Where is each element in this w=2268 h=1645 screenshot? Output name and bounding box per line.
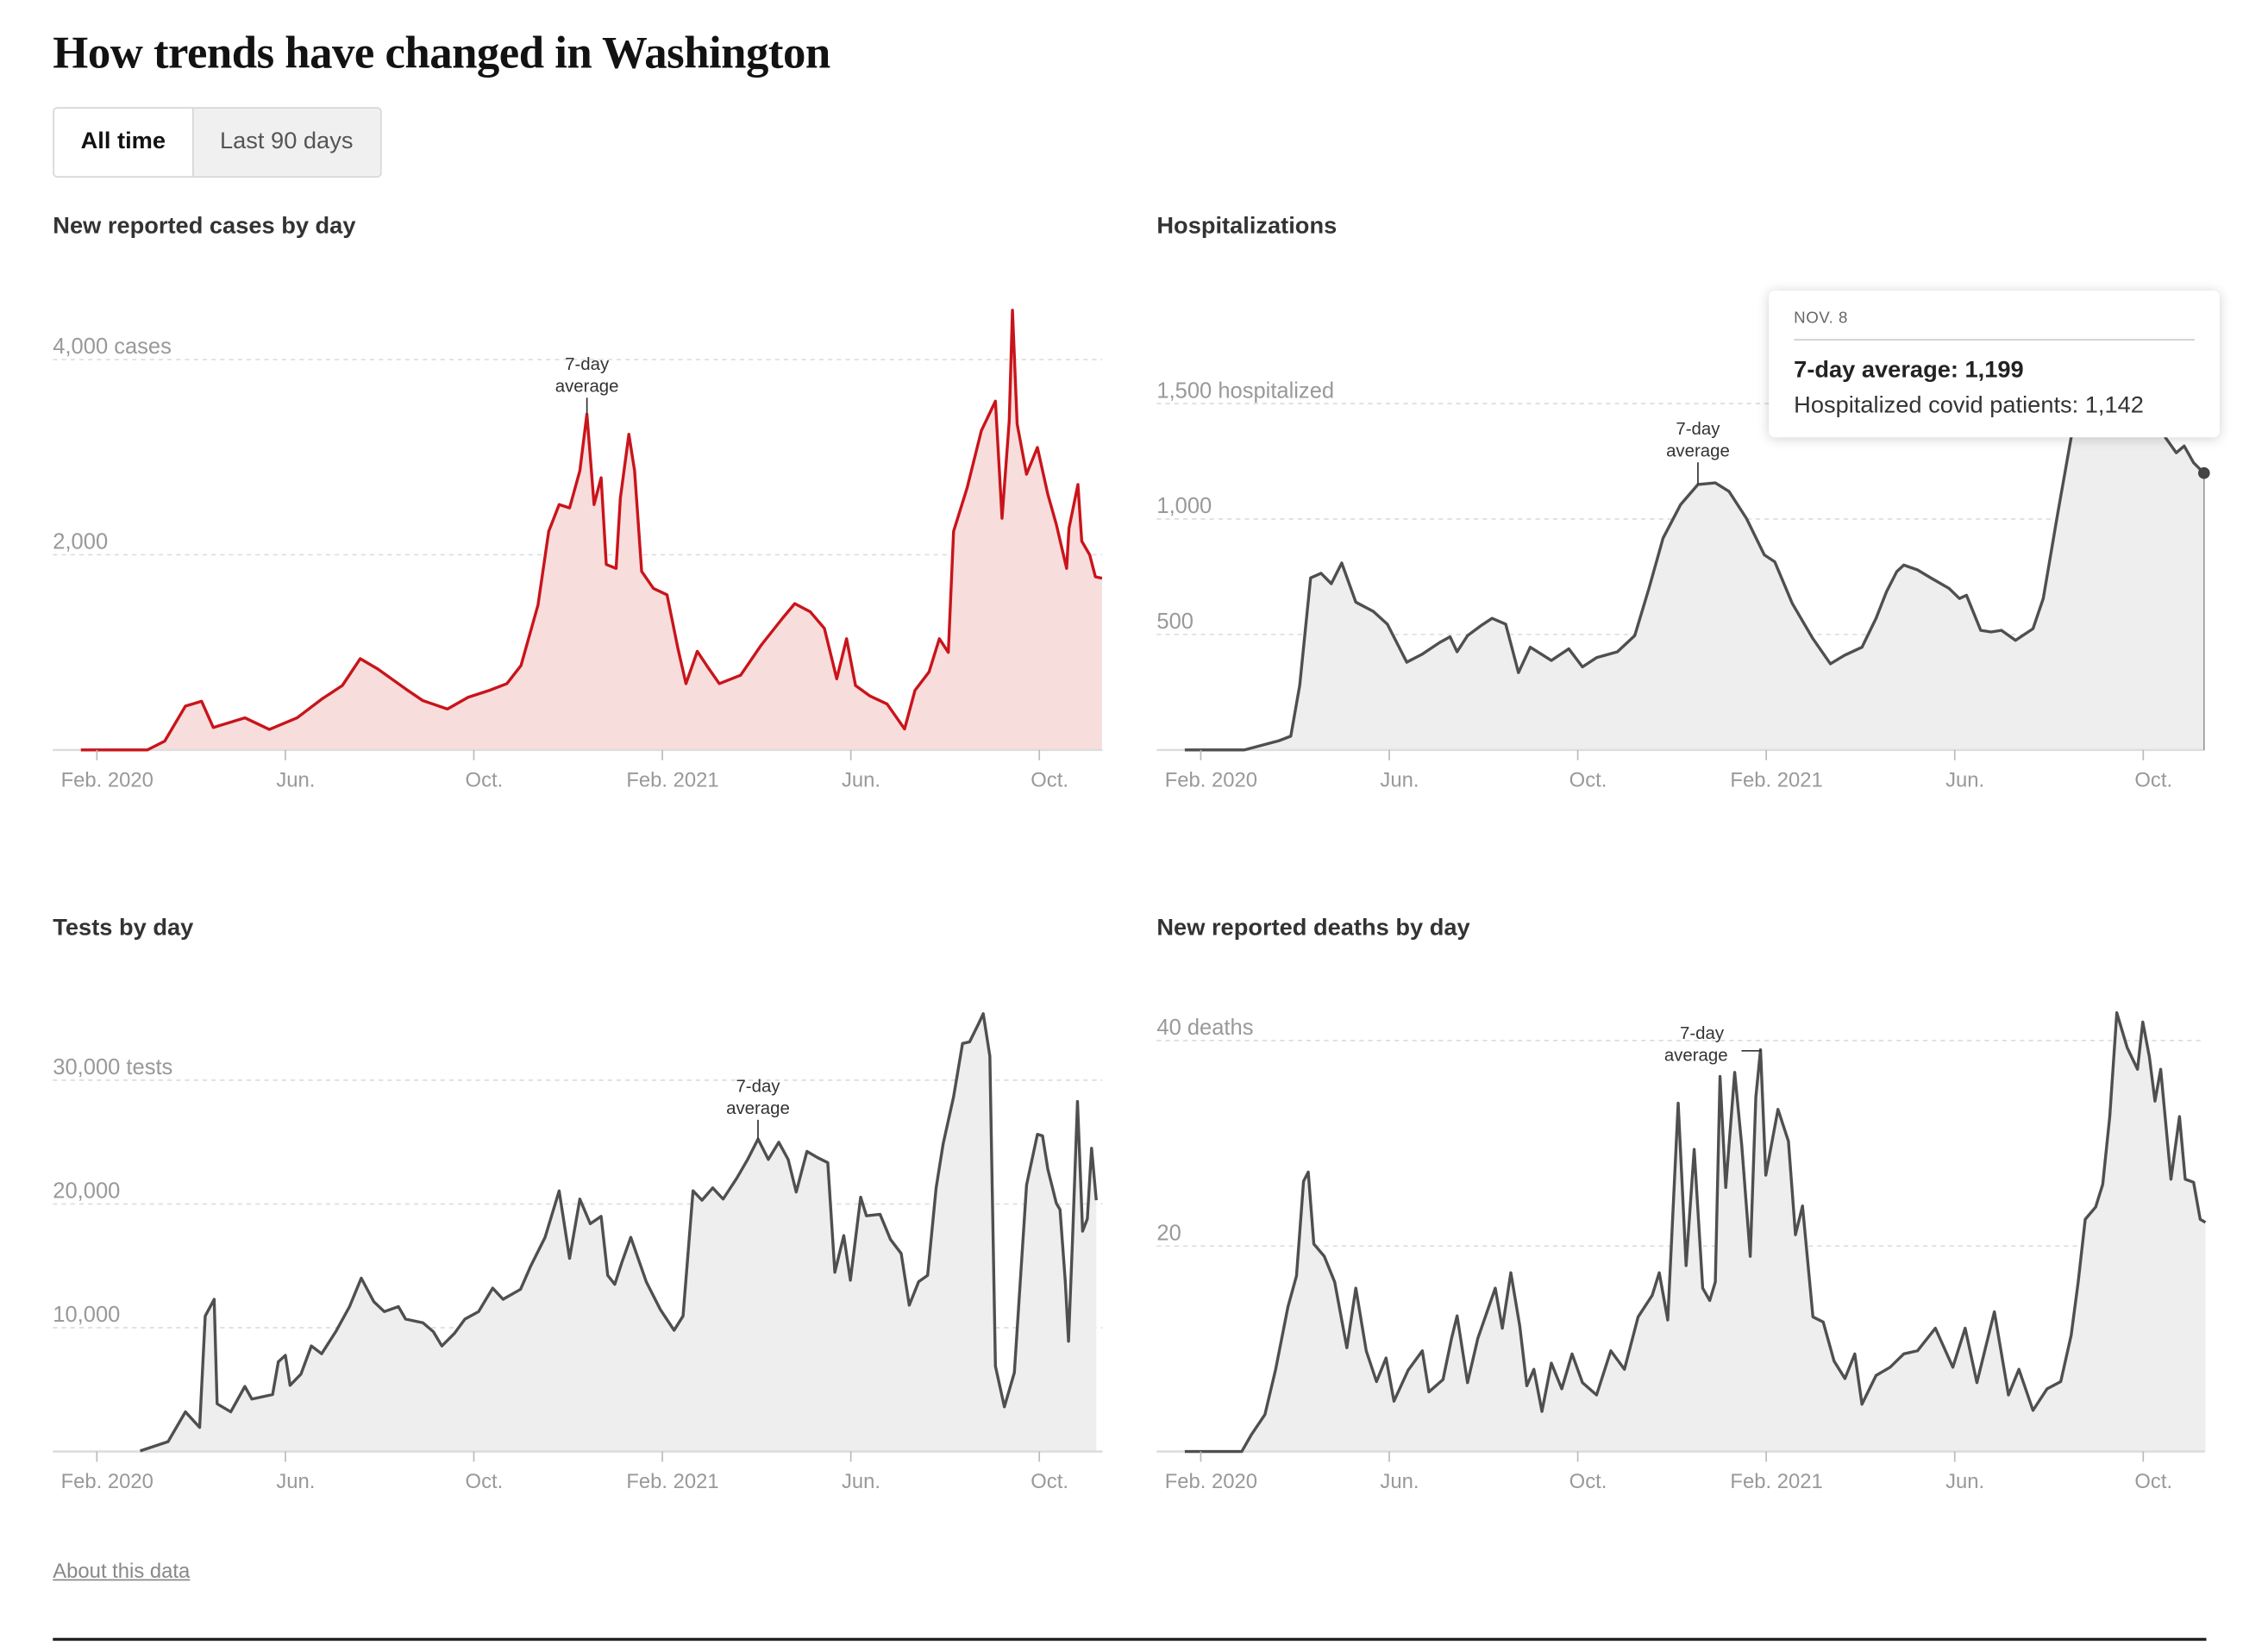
y-tick-label: 2,000 [53, 530, 108, 554]
hospitalizations-area [1184, 334, 2204, 750]
time-range-toggle: All time Last 90 days [53, 107, 381, 178]
annotation-label-line1: 7-day [736, 1077, 780, 1096]
x-tick-label: Feb. 2021 [626, 768, 718, 791]
hospitalizations-line [1184, 333, 2205, 752]
hospitalizations-chart-title: Hospitalizations [1156, 214, 1338, 240]
deaths-line [1184, 1011, 2207, 1454]
x-tick-label: Feb. 2020 [1165, 768, 1257, 791]
hospitalizations-tooltip: NOV. 8 7-day average: 1,199 Hospitalized… [1769, 291, 2220, 438]
x-tick-label: Oct. [1569, 768, 1607, 791]
tests-chart-title: Tests by day [53, 916, 194, 941]
bottom-rule [53, 1637, 2207, 1642]
y-tick-label: 10,000 [53, 1303, 120, 1327]
all-time-button[interactable]: All time [53, 108, 192, 177]
y-tick-label: 30,000 tests [53, 1055, 172, 1079]
deaths-area [1184, 1012, 2206, 1452]
x-tick-label: Jun. [276, 768, 315, 791]
x-tick-label: Oct. [1031, 1470, 1068, 1493]
annotation-label-line1: 7-day [1676, 420, 1720, 439]
y-tick-label: 500 [1156, 610, 1194, 634]
x-tick-label: Oct. [1569, 1470, 1607, 1493]
x-tick-label: Oct. [466, 768, 504, 791]
x-tick-label: Feb. 2021 [626, 1470, 718, 1493]
x-tick-label: Feb. 2020 [61, 768, 153, 791]
x-tick-label: Jun. [1945, 768, 1984, 791]
y-tick-label: 20,000 [53, 1179, 120, 1204]
x-tick-label: Oct. [1031, 768, 1068, 791]
x-tick-label: Feb. 2021 [1730, 768, 1822, 791]
last-90-days-button[interactable]: Last 90 days [191, 108, 380, 177]
x-tick-label: Feb. 2020 [61, 1470, 153, 1493]
x-tick-label: Jun. [842, 1470, 880, 1493]
about-this-data-link[interactable]: About this data [53, 1558, 191, 1583]
y-tick-label: 1,500 hospitalized [1156, 378, 1334, 403]
annotation-label-line1: 7-day [565, 355, 610, 374]
tooltip-date: NOV. 8 [1794, 310, 1848, 328]
annotation-label-line2: average [555, 378, 619, 397]
x-tick-label: Jun. [276, 1470, 315, 1493]
annotation-leader [1741, 1049, 1762, 1052]
x-tick-label: Jun. [1380, 1470, 1419, 1493]
cases-chart-title: New reported cases by day [53, 214, 356, 240]
x-tick-label: Feb. 2021 [1730, 1470, 1822, 1493]
x-tick-label: Jun. [1380, 768, 1419, 791]
annotation-label-line2: average [726, 1099, 790, 1118]
tests-line [140, 1012, 1098, 1453]
y-tick-label: 1,000 [1156, 494, 1212, 518]
annotation-label-line1: 7-day [1680, 1024, 1725, 1043]
tooltip-divider [1794, 339, 2195, 341]
x-tick-label: Feb. 2020 [1165, 1470, 1257, 1493]
x-tick-label: Jun. [1945, 1470, 1984, 1493]
tests-area [140, 1013, 1097, 1452]
tooltip-average: 7-day average: 1,199 [1794, 358, 2024, 384]
cases-line [80, 309, 1103, 752]
tooltip-raw-value: Hospitalized covid patients: 1,142 [1794, 393, 2144, 419]
y-tick-label: 20 [1156, 1221, 1181, 1245]
annotation-label-line2: average [1664, 1047, 1728, 1066]
annotation-label-line2: average [1666, 441, 1730, 460]
page-title: How trends have changed in Washington [53, 26, 830, 78]
y-tick-label: 40 deaths [1156, 1016, 1253, 1040]
x-tick-label: Oct. [2134, 1470, 2172, 1493]
x-tick-label: Oct. [2134, 768, 2172, 791]
x-tick-label: Jun. [842, 768, 880, 791]
deaths-chart-title: New reported deaths by day [1156, 916, 1470, 941]
x-tick-label: Oct. [466, 1470, 504, 1493]
y-tick-label: 4,000 cases [53, 335, 172, 359]
hover-dot [2197, 466, 2210, 479]
